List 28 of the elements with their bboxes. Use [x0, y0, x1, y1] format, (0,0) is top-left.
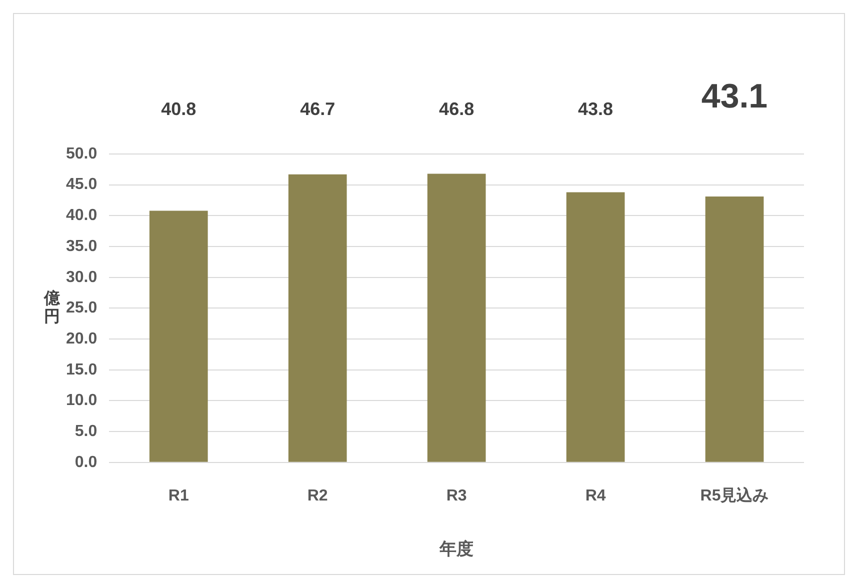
bar	[566, 192, 625, 462]
y-tick-label: 25.0	[66, 300, 98, 317]
y-tick-label: 20.0	[66, 330, 98, 348]
x-tick-label: R1	[168, 487, 189, 504]
y-tick-label: 30.0	[66, 268, 98, 286]
data-label: 46.8	[439, 98, 474, 119]
bar	[705, 196, 764, 462]
bar	[288, 174, 347, 462]
data-label: 43.8	[578, 98, 614, 119]
bar	[149, 210, 208, 462]
bar	[427, 174, 486, 462]
data-label: 46.7	[300, 98, 336, 119]
y-tick-label: 40.0	[66, 207, 98, 224]
y-tick-label: 10.0	[66, 392, 98, 410]
x-tick-label: R2	[307, 487, 328, 504]
y-tick-label: 35.0	[66, 238, 98, 255]
y-axis-title: 億円	[43, 290, 61, 326]
x-tick-label: R3	[446, 487, 467, 504]
x-tick-label: R5見込み	[700, 486, 769, 504]
y-tick-label: 50.0	[66, 145, 98, 162]
y-tick-label: 45.0	[66, 176, 98, 194]
data-label: 43.1	[701, 77, 768, 116]
x-axis-title: 年度	[438, 539, 474, 558]
data-label: 40.8	[161, 98, 196, 119]
y-tick-label: 5.0	[74, 422, 98, 440]
x-tick-label: R4	[585, 487, 606, 504]
y-tick-label: 0.0	[74, 454, 98, 471]
y-tick-label: 15.0	[66, 361, 98, 378]
